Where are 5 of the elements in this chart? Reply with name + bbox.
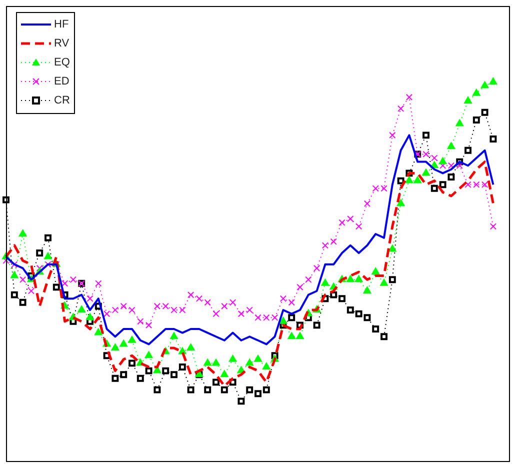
legend-label: RV bbox=[54, 38, 70, 50]
legend-label: CR bbox=[54, 94, 70, 107]
legend-label: HF bbox=[54, 18, 69, 31]
legend-label: ED bbox=[54, 76, 70, 88]
legend-label: EQ bbox=[54, 56, 70, 69]
